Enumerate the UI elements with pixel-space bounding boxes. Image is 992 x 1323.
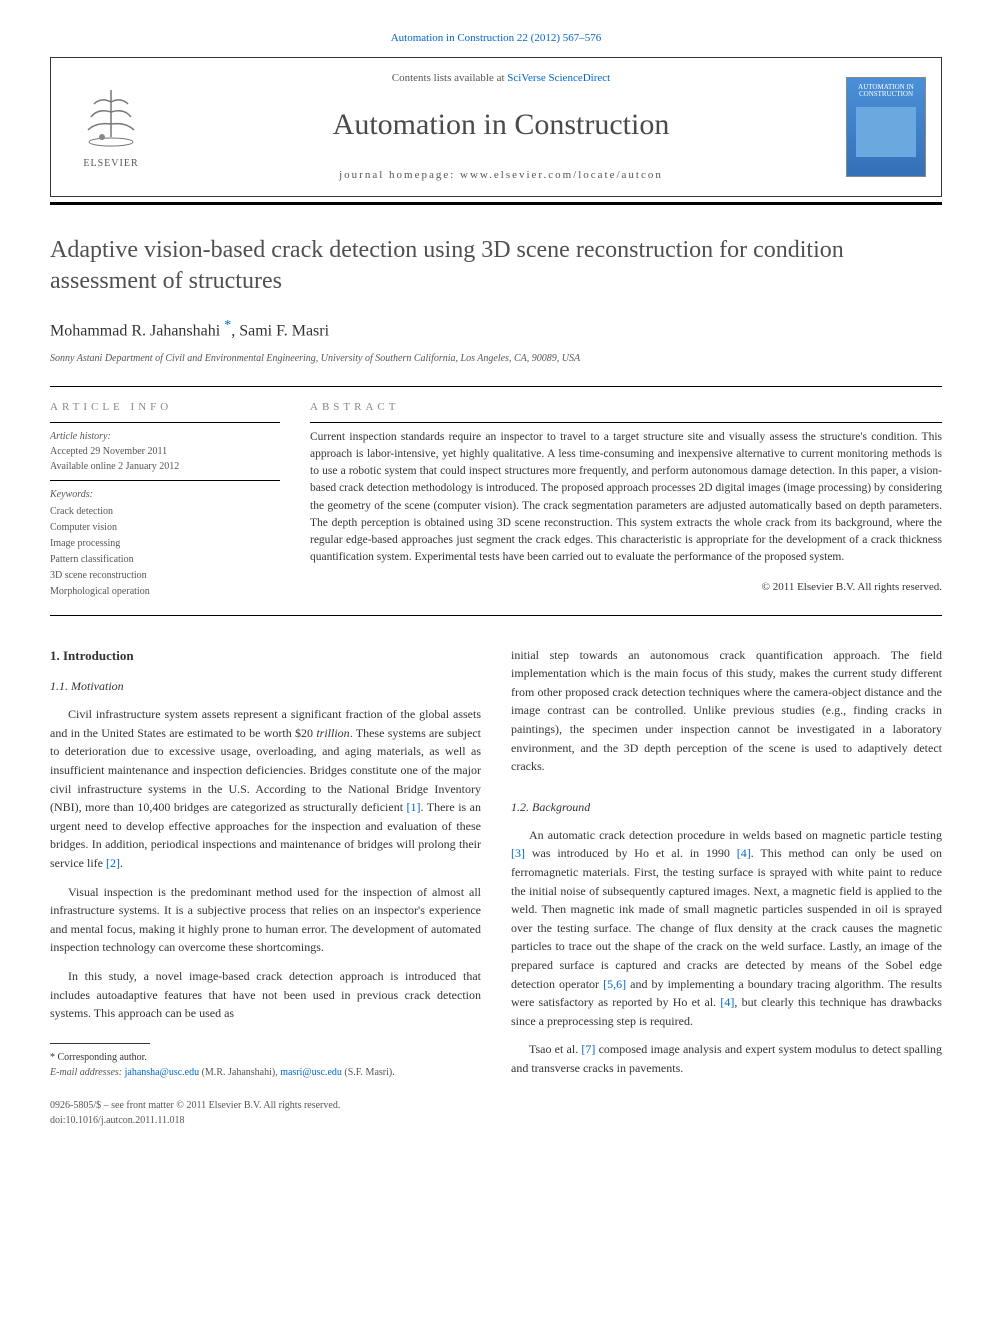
online-date: Available online 2 January 2012 (50, 459, 280, 474)
section-1-1-heading: 1.1. Motivation (50, 677, 481, 695)
elsevier-logo: ELSEVIER (66, 77, 156, 177)
keyword-item: 3D scene reconstruction (50, 568, 280, 584)
author-email-2[interactable]: masri@usc.edu (280, 1067, 342, 1078)
section-1-2-heading: 1.2. Background (511, 798, 942, 816)
journal-header-box: ELSEVIER Contents lists available at Sci… (50, 57, 942, 197)
author-email-1-name: (M.R. Jahanshahi), (202, 1067, 278, 1078)
keyword-item: Computer vision (50, 520, 280, 536)
body-paragraph: Civil infrastructure system assets repre… (50, 705, 481, 872)
keywords-list: Crack detectionComputer visionImage proc… (50, 504, 280, 600)
body-column-left: 1. Introduction 1.1. Motivation Civil in… (50, 646, 481, 1128)
keyword-item: Crack detection (50, 504, 280, 520)
elsevier-tree-icon (76, 82, 146, 152)
abstract-block: abstract Current inspection standards re… (310, 399, 942, 600)
body-two-column: 1. Introduction 1.1. Motivation Civil in… (50, 646, 942, 1128)
header-divider-rule (50, 202, 942, 205)
journal-cover-thumbnail: AUTOMATION IN CONSTRUCTION (846, 77, 926, 177)
email-addresses-label: E-mail addresses: (50, 1067, 122, 1078)
body-top-rule (50, 615, 942, 616)
cover-image-placeholder (856, 107, 916, 157)
keywords-label: Keywords: (50, 487, 280, 502)
section-1-heading: 1. Introduction (50, 646, 481, 666)
body-para-continuation: initial step towards an autonomous crack… (511, 646, 942, 776)
info-divider-1 (50, 422, 280, 423)
author-email-1[interactable]: jahansha@usc.edu (125, 1067, 199, 1078)
journal-header-center: Contents lists available at SciVerse Sci… (176, 70, 826, 183)
keyword-item: Morphological operation (50, 584, 280, 600)
info-top-rule (50, 386, 942, 387)
article-info-heading: article info (50, 399, 280, 416)
author-affiliation: Sonny Astani Department of Civil and Env… (50, 351, 942, 366)
article-title: Adaptive vision-based crack detection us… (50, 235, 942, 297)
author-email-2-name: (S.F. Masri). (344, 1067, 394, 1078)
journal-homepage-label: journal homepage: www.elsevier.com/locat… (176, 167, 826, 184)
body-paragraph: An automatic crack detection procedure i… (511, 826, 942, 1031)
contents-prefix: Contents lists available at (392, 72, 507, 84)
info-abstract-row: article info Article history: Accepted 2… (50, 399, 942, 600)
sciencedirect-link[interactable]: SciVerse ScienceDirect (507, 72, 610, 84)
author-list: Mohammad R. Jahanshahi *, Sami F. Masri (50, 315, 942, 343)
journal-issue-link[interactable]: Automation in Construction 22 (2012) 567… (50, 30, 942, 47)
contents-lists-line: Contents lists available at SciVerse Sci… (176, 70, 826, 87)
bottom-meta: 0926-5805/$ – see front matter © 2011 El… (50, 1098, 481, 1128)
keyword-item: Pattern classification (50, 552, 280, 568)
accepted-date: Accepted 29 November 2011 (50, 444, 280, 459)
body-paragraph: Tsao et al. [7] composed image analysis … (511, 1040, 942, 1077)
abstract-divider (310, 422, 942, 423)
body-paragraph: In this study, a novel image-based crack… (50, 967, 481, 1023)
footnote-rule (50, 1043, 150, 1044)
abstract-heading: abstract (310, 399, 942, 416)
article-info-block: article info Article history: Accepted 2… (50, 399, 280, 600)
abstract-text: Current inspection standards require an … (310, 429, 942, 567)
body-paragraph: Visual inspection is the predominant met… (50, 883, 481, 957)
info-divider-2 (50, 480, 280, 481)
corr-author-label: * Corresponding author. (50, 1052, 147, 1063)
body-column-right: initial step towards an autonomous crack… (511, 646, 942, 1128)
abstract-copyright: © 2011 Elsevier B.V. All rights reserved… (310, 579, 942, 596)
keyword-item: Image processing (50, 536, 280, 552)
issn-copyright-line: 0926-5805/$ – see front matter © 2011 El… (50, 1098, 481, 1113)
doi-line: doi:10.1016/j.autcon.2011.11.018 (50, 1113, 481, 1128)
article-history-label: Article history: (50, 429, 280, 444)
cover-title-text: AUTOMATION IN CONSTRUCTION (851, 84, 921, 99)
elsevier-wordmark: ELSEVIER (83, 156, 138, 171)
corresponding-author-footnote: * Corresponding author. E-mail addresses… (50, 1050, 481, 1080)
journal-title: Automation in Construction (176, 102, 826, 147)
